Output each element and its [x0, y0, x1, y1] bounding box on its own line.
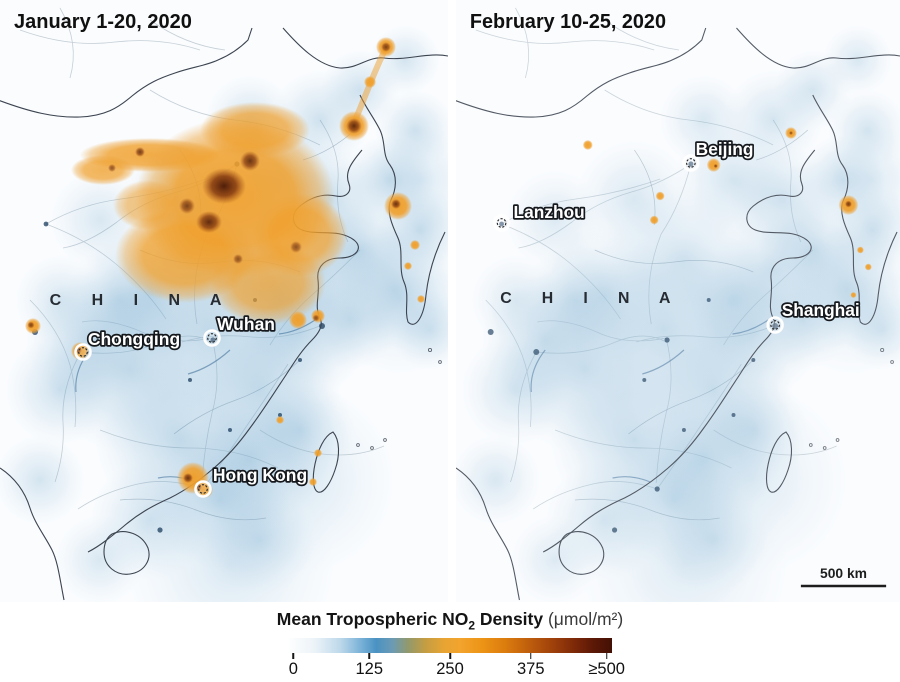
scale-bar: 500 km [800, 565, 887, 588]
tick-label-375: 375 [516, 660, 545, 679]
legend-title-suffix: Density [475, 609, 544, 629]
city-label-lanzhou: Lanzhou [514, 202, 585, 222]
city-label-wuhan: Wuhan [217, 314, 275, 334]
scale-bar-label: 500 km [820, 565, 867, 581]
country-label-right: C H I N A [500, 290, 683, 307]
legend-tick-labels: 0 125 250 375 ≥500 [288, 660, 625, 680]
tick-mark-500 [605, 653, 608, 660]
january-map: January 1-20, 2020 C H I N A Chongqing W… [0, 0, 448, 602]
february-no2-spots [582, 127, 872, 298]
country-label-left: C H I N A [50, 292, 235, 309]
legend-colorbar-wrap: 0 125 250 375 ≥500 [288, 638, 625, 680]
city-label-chongqing: Chongqing [88, 329, 180, 349]
city-marker-wuhan [203, 329, 221, 347]
legend-colorbar [288, 638, 612, 654]
tick-label-250: 250 [436, 660, 464, 679]
city-marker-chongqing [74, 343, 92, 361]
legend-units: (μmol/m²) [547, 609, 624, 629]
city-marker-lanzhou [492, 214, 511, 232]
city-label-hong-kong: Hong Kong [213, 465, 307, 485]
map-panel-january: January 1-20, 2020 C H I N A Chongqing W… [0, 0, 448, 602]
city-marker-beijing [682, 154, 700, 172]
tick-label-125: 125 [355, 660, 384, 679]
legend-title-main: Mean Tropospheric NO [276, 609, 469, 629]
tick-mark-250 [449, 653, 451, 660]
february-map: February 10-25, 2020 C H I N A Lanzhou B… [456, 0, 900, 602]
panel-title-january: January 1-20, 2020 [14, 11, 192, 33]
city-label-beijing: Beijing [696, 139, 754, 159]
city-label-shanghai: Shanghai [782, 300, 860, 320]
legend-title-subscript: 2 [468, 618, 476, 633]
city-marker-hong-kong [194, 480, 212, 498]
city-marker-shanghai [766, 316, 784, 334]
tick-label-500: ≥500 [588, 660, 625, 679]
tick-mark-0 [292, 653, 295, 660]
legend-tick-marks [289, 653, 612, 660]
panel-title-february: February 10-25, 2020 [470, 11, 666, 33]
tick-label-0: 0 [288, 660, 298, 679]
january-no2-plume [25, 37, 425, 498]
legend-title: Mean Tropospheric NO2 Density (μmol/m²) [0, 609, 900, 633]
legend: Mean Tropospheric NO2 Density (μmol/m²) … [0, 602, 900, 682]
map-panel-february: February 10-25, 2020 C H I N A Lanzhou B… [456, 0, 900, 602]
tick-mark-375 [530, 653, 532, 660]
tick-mark-125 [368, 653, 370, 660]
